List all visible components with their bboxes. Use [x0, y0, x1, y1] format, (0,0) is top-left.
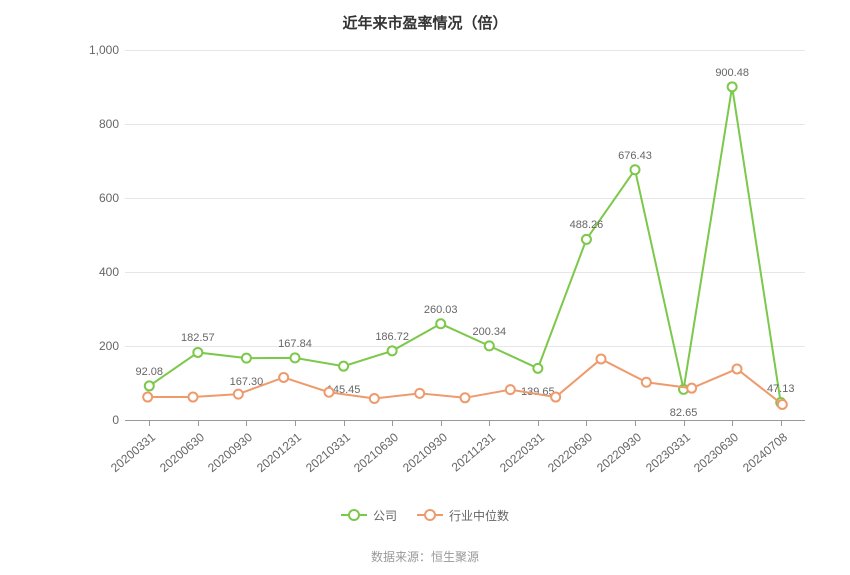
series-marker: [642, 378, 651, 387]
y-tick-label: 400: [99, 265, 119, 279]
x-tick-mark: [149, 420, 150, 426]
series-marker: [143, 393, 152, 402]
x-tick-label: 20220331: [497, 430, 547, 475]
legend-item-industry-median[interactable]: 行业中位数: [417, 507, 509, 524]
x-tick-mark: [538, 420, 539, 426]
x-tick-mark: [732, 420, 733, 426]
series-marker: [234, 390, 243, 399]
series-marker: [279, 373, 288, 382]
x-tick-label: 20210331: [303, 430, 353, 475]
x-tick-label: 20210930: [400, 430, 450, 475]
series-marker: [461, 393, 470, 402]
x-tick-label: 20201231: [254, 430, 304, 475]
y-tick-label: 200: [99, 339, 119, 353]
data-source-prefix: 数据来源：: [371, 550, 431, 564]
x-tick-label: 20200331: [108, 430, 158, 475]
x-tick-label: 20240708: [740, 430, 790, 475]
legend-label: 公司: [373, 507, 397, 524]
legend-label: 行业中位数: [449, 507, 509, 524]
series-marker: [778, 400, 787, 409]
x-tick-label: 20230331: [643, 430, 693, 475]
y-tick-label: 800: [99, 117, 119, 131]
legend-swatch: [341, 514, 367, 516]
legend-swatch: [417, 514, 443, 516]
x-tick-label: 20230630: [691, 430, 741, 475]
x-axis-line: [125, 420, 805, 421]
chart-title: 近年来市盈率情况（倍）: [0, 0, 850, 33]
plot-area: 02004006008001,0002020033120200630202009…: [125, 50, 805, 420]
x-tick-label: 20200930: [206, 430, 256, 475]
y-tick-label: 600: [99, 191, 119, 205]
data-source: 数据来源：恒生聚源: [0, 548, 850, 565]
series-marker: [597, 354, 606, 363]
x-tick-mark: [684, 420, 685, 426]
x-tick-label: 20200630: [157, 430, 207, 475]
data-source-name: 恒生聚源: [431, 550, 479, 564]
x-tick-label: 20211231: [449, 430, 498, 474]
series-marker: [325, 388, 334, 397]
series-marker: [687, 384, 696, 393]
x-tick-mark: [635, 420, 636, 426]
x-tick-mark: [489, 420, 490, 426]
series-marker: [551, 393, 560, 402]
x-tick-label: 20220630: [546, 430, 596, 475]
x-tick-mark: [781, 420, 782, 426]
x-tick-mark: [392, 420, 393, 426]
x-tick-label: 20220930: [594, 430, 644, 475]
x-tick-mark: [344, 420, 345, 426]
legend-item-company[interactable]: 公司: [341, 507, 397, 524]
y-tick-label: 0: [112, 413, 119, 427]
legend: 公司 行业中位数: [0, 505, 850, 524]
x-tick-label: 20210630: [351, 430, 401, 475]
x-tick-mark: [198, 420, 199, 426]
y-tick-label: 1,000: [89, 43, 119, 57]
pe-ratio-chart: 近年来市盈率情况（倍） 02004006008001,0002020033120…: [0, 0, 850, 575]
series-marker: [370, 394, 379, 403]
series-marker: [506, 385, 515, 394]
series-industry-median: [125, 50, 805, 420]
x-tick-mark: [295, 420, 296, 426]
x-tick-mark: [586, 420, 587, 426]
x-tick-mark: [246, 420, 247, 426]
x-tick-mark: [441, 420, 442, 426]
series-marker: [733, 364, 742, 373]
series-marker: [415, 389, 424, 398]
series-marker: [189, 393, 198, 402]
